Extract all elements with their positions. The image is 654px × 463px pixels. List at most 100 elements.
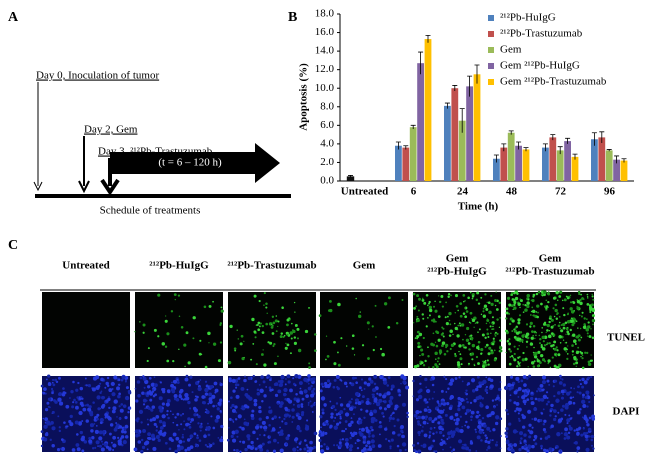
cell <box>580 433 584 437</box>
legend-label: ²¹²Pb-HuIgG <box>500 12 556 24</box>
y-tick-label: 2.0 <box>320 156 334 168</box>
cell <box>432 365 435 369</box>
cell <box>66 425 69 428</box>
cell <box>305 394 309 399</box>
cell <box>529 430 534 435</box>
cell <box>256 388 260 392</box>
cell <box>560 432 563 435</box>
cell <box>486 301 489 304</box>
cell <box>368 435 371 438</box>
cell <box>319 429 322 432</box>
cell <box>430 342 434 346</box>
cell <box>300 405 304 408</box>
cell <box>575 365 578 368</box>
cell <box>564 321 568 324</box>
cell <box>289 388 293 393</box>
tunel-image <box>42 292 130 368</box>
cell <box>567 345 569 347</box>
cell <box>460 363 463 366</box>
cell <box>207 331 211 336</box>
cell <box>571 323 575 327</box>
cell <box>492 325 494 328</box>
cell <box>431 383 435 387</box>
cell <box>586 405 589 408</box>
cell <box>44 417 49 422</box>
cell <box>454 312 457 314</box>
cell <box>204 380 208 383</box>
cell <box>474 428 477 431</box>
cell <box>433 426 436 429</box>
cell <box>479 401 482 404</box>
cell <box>98 444 102 448</box>
cell <box>581 311 584 314</box>
cell <box>46 420 51 425</box>
cell <box>234 405 238 409</box>
cell <box>568 426 573 431</box>
cell <box>489 439 492 442</box>
cell <box>418 297 421 301</box>
cell <box>369 411 374 417</box>
cell <box>353 406 357 409</box>
cell <box>46 401 50 405</box>
cell <box>232 438 237 443</box>
cell <box>48 406 51 409</box>
cell <box>521 341 524 343</box>
cell <box>494 299 498 303</box>
cell <box>199 424 203 429</box>
cell <box>236 435 239 438</box>
cell <box>505 440 510 445</box>
cell <box>587 297 589 299</box>
cell <box>446 350 449 353</box>
cell <box>422 426 424 428</box>
cell <box>592 323 594 326</box>
cell <box>549 315 552 319</box>
cell <box>117 383 121 387</box>
cell <box>284 346 288 350</box>
cell <box>197 380 200 383</box>
cell <box>176 423 179 427</box>
cell <box>486 449 488 451</box>
cell <box>576 410 581 415</box>
cell <box>548 383 551 386</box>
cell <box>478 328 481 331</box>
cell <box>440 418 444 423</box>
cell <box>217 359 221 363</box>
cell <box>446 437 449 440</box>
cell <box>247 437 251 441</box>
cell <box>581 357 584 360</box>
cell <box>467 296 470 300</box>
cell <box>418 394 423 400</box>
cell <box>401 442 407 447</box>
cell <box>173 379 178 384</box>
cell <box>505 311 509 315</box>
cell <box>43 424 48 429</box>
cell <box>139 321 141 323</box>
cell <box>579 327 582 330</box>
y-tick-label: 10.0 <box>315 82 335 94</box>
cell <box>519 361 522 364</box>
cell <box>198 352 202 356</box>
cell <box>398 393 402 397</box>
cell <box>412 379 415 383</box>
cell <box>526 304 530 309</box>
cell <box>469 440 473 443</box>
cell <box>437 357 440 360</box>
cell <box>157 293 161 297</box>
cell <box>465 408 470 413</box>
cell <box>319 389 323 393</box>
cell <box>243 340 245 342</box>
cell <box>558 295 562 298</box>
bar <box>542 147 549 181</box>
cell <box>399 433 402 436</box>
cell <box>105 381 109 386</box>
cell <box>167 416 170 420</box>
cell <box>286 413 289 417</box>
cell <box>220 436 223 439</box>
cell <box>548 330 551 332</box>
cell <box>140 449 144 454</box>
y-tick-label: 4.0 <box>320 137 334 149</box>
cell <box>465 389 468 392</box>
cell <box>493 358 497 362</box>
cell <box>134 387 137 390</box>
cell <box>537 311 539 314</box>
